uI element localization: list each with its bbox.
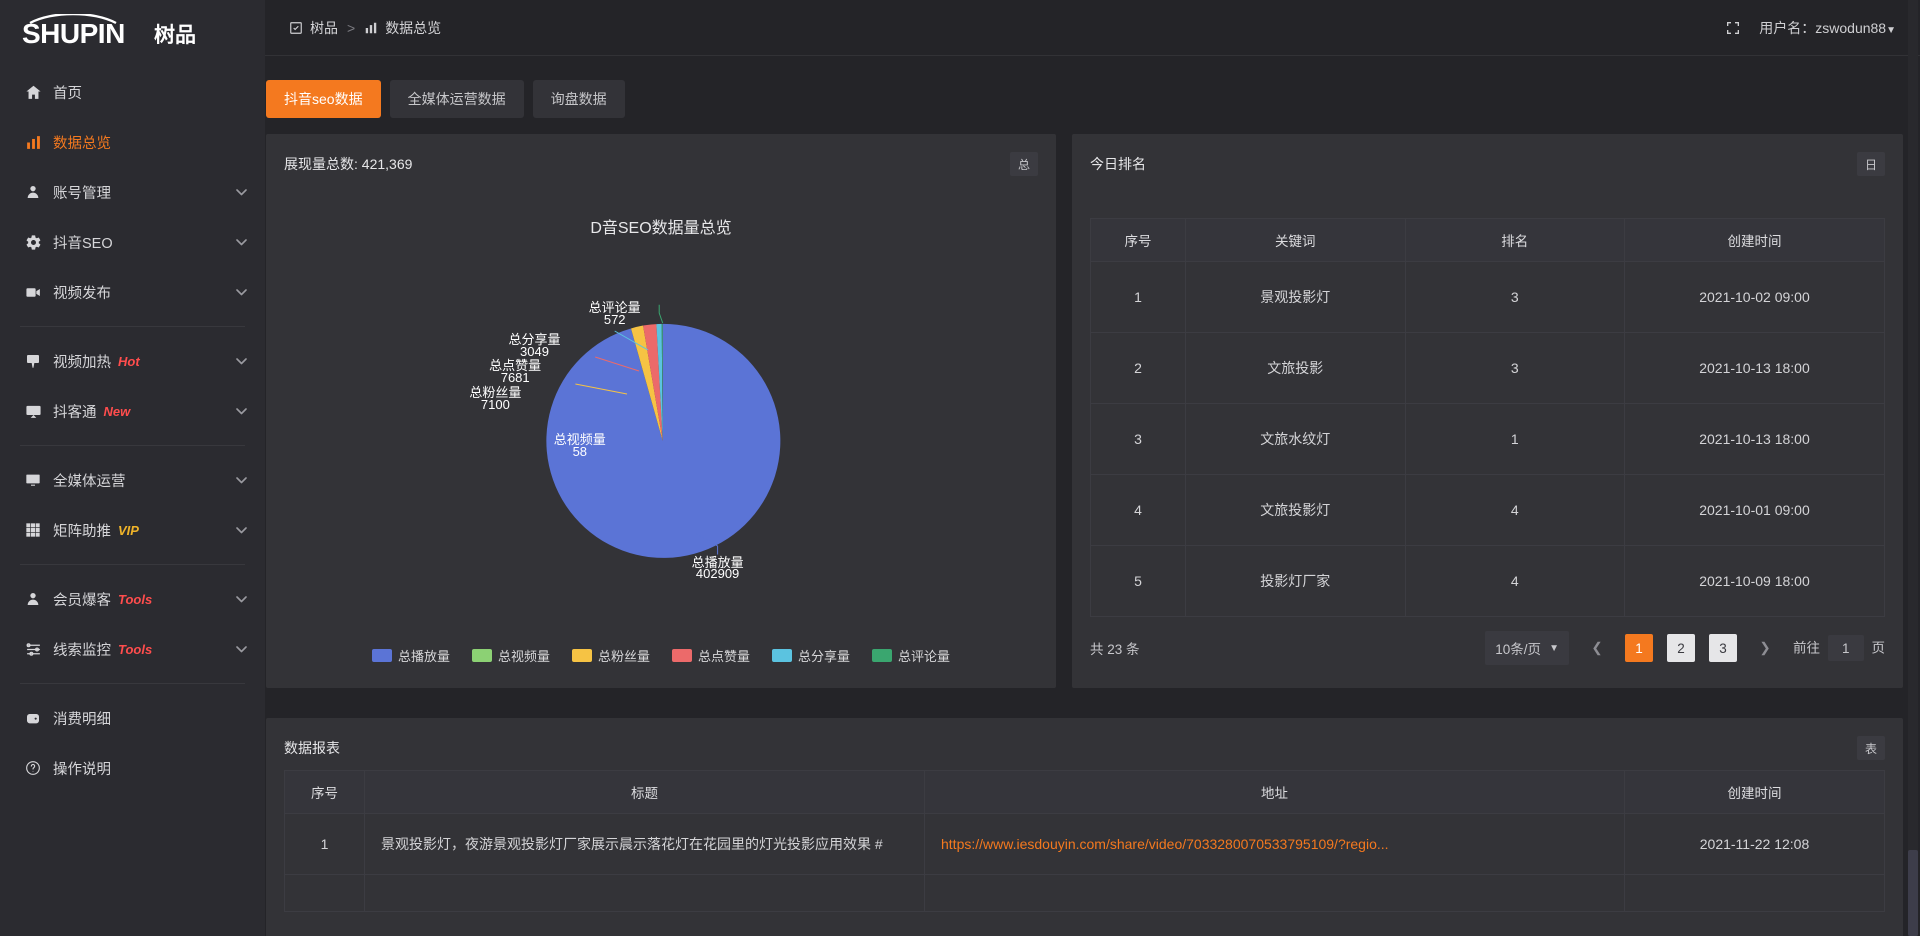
svg-text:树品: 树品 (154, 23, 196, 47)
svg-text:SHUPIN: SHUPIN (22, 18, 125, 48)
